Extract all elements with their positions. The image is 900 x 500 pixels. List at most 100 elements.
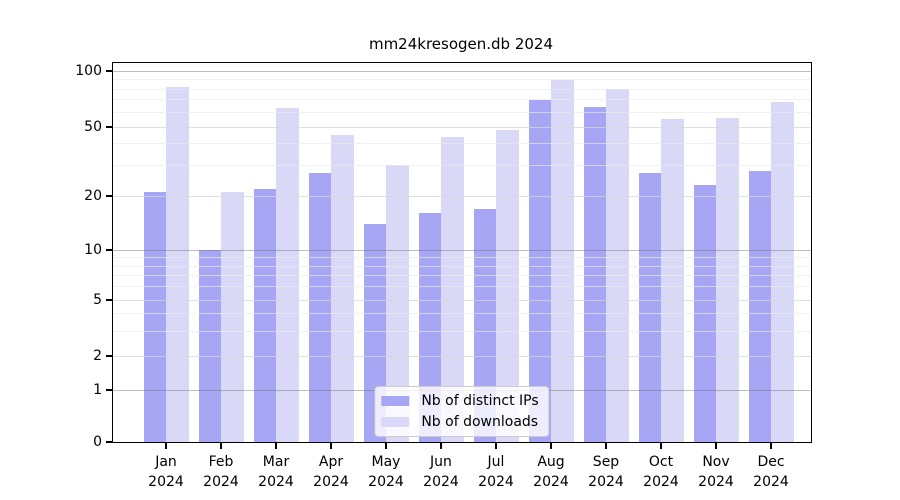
y-tick-50 xyxy=(106,126,113,128)
y-tick-label-10: 10 xyxy=(84,241,102,258)
x-tick-label-oct: Oct 2024 xyxy=(643,452,679,492)
month-label: Apr xyxy=(318,454,344,470)
year-label: 2024 xyxy=(313,474,349,490)
y-tick-label-5: 5 xyxy=(93,291,102,308)
x-tick-label-may: May 2024 xyxy=(368,452,404,492)
year-label: 2024 xyxy=(203,474,239,490)
legend-item-downloads: Nb of downloads xyxy=(381,414,538,430)
bar-downloads-sep xyxy=(606,89,629,442)
bar-distinct-ips-mar xyxy=(253,188,276,442)
year-label: 2024 xyxy=(753,474,789,490)
x-tick-label-apr: Apr 2024 xyxy=(313,452,349,492)
y-tick-5 xyxy=(106,299,113,301)
x-tick-label-aug: Aug 2024 xyxy=(533,452,569,492)
plot-area: 0 1 2 5 10 20 50 100 Jan 2024 Feb 2024 Mar 2024 Apr 202… xyxy=(75,62,812,490)
x-tick-jun xyxy=(440,442,442,449)
x-tick-mar xyxy=(275,442,277,449)
legend-label: Nb of downloads xyxy=(421,414,539,430)
x-tick-nov xyxy=(715,442,717,449)
bar-downloads-apr xyxy=(331,134,354,442)
x-tick-may xyxy=(385,442,387,449)
month-label: Sep xyxy=(592,454,620,470)
gridline-70 xyxy=(113,99,811,101)
month-label: Mar xyxy=(262,454,290,470)
y-tick-label-0: 0 xyxy=(93,434,102,450)
x-tick-label-jan: Jan 2024 xyxy=(148,452,184,492)
bar-distinct-ips-jun xyxy=(418,213,441,442)
month-label: Jul xyxy=(487,454,505,470)
y-tick-label-20: 20 xyxy=(84,187,102,204)
x-tick-label-jul: Jul 2024 xyxy=(478,452,514,492)
x-tick-label-sep: Sep 2024 xyxy=(588,452,624,492)
bar-distinct-ips-apr xyxy=(308,173,331,442)
bar-distinct-ips-sep xyxy=(583,107,606,442)
x-tick-feb xyxy=(220,442,222,449)
year-label: 2024 xyxy=(148,474,184,490)
y-tick-label-100: 100 xyxy=(75,62,102,79)
bar-distinct-ips-nov xyxy=(693,185,716,442)
month-label: Feb xyxy=(208,454,234,470)
x-tick-label-jun: Jun 2024 xyxy=(423,452,459,492)
bar-distinct-ips-dec xyxy=(748,170,771,442)
year-label: 2024 xyxy=(368,474,404,490)
chart-title: mm24kresogen.db 2024 xyxy=(368,35,554,53)
gridline-80 xyxy=(113,88,811,90)
x-tick-label-nov: Nov 2024 xyxy=(698,452,734,492)
bar-downloads-jun xyxy=(441,136,464,442)
month-label: Nov xyxy=(702,454,730,470)
bar-distinct-ips-jan xyxy=(143,192,166,442)
year-label: 2024 xyxy=(478,474,514,490)
gridline-90 xyxy=(113,79,811,81)
x-tick-label-dec: Dec 2024 xyxy=(753,452,789,492)
x-tick-sep xyxy=(605,442,607,449)
y-tick-label-1: 1 xyxy=(93,382,102,398)
y-tick-100 xyxy=(106,70,113,72)
y-tick-label-2: 2 xyxy=(93,348,102,364)
y-tick-1 xyxy=(106,389,113,391)
x-tick-jan xyxy=(165,442,167,449)
y-tick-2 xyxy=(106,355,113,357)
year-label: 2024 xyxy=(423,474,459,490)
bar-downloads-aug xyxy=(551,79,574,442)
legend-item-distinct-ips: Nb of distinct IPs xyxy=(381,393,539,409)
legend-label: Nb of distinct IPs xyxy=(421,393,539,409)
x-tick-label-feb: Feb 2024 xyxy=(203,452,239,492)
bar-distinct-ips-oct xyxy=(638,173,661,442)
y-tick-0 xyxy=(106,441,113,443)
x-tick-oct xyxy=(660,442,662,449)
y-tick-10 xyxy=(106,249,113,251)
gridline-100 xyxy=(113,70,811,72)
bar-downloads-mar xyxy=(276,108,299,442)
month-label: Oct xyxy=(648,454,674,470)
legend-swatch-icon xyxy=(381,417,410,427)
y-tick-20 xyxy=(106,195,113,197)
x-tick-apr xyxy=(330,442,332,449)
year-label: 2024 xyxy=(643,474,679,490)
bar-distinct-ips-jul xyxy=(473,208,496,442)
month-label: Jun xyxy=(430,454,452,470)
month-label: Dec xyxy=(757,454,785,470)
bar-downloads-dec xyxy=(771,102,794,442)
month-label: May xyxy=(371,454,401,470)
bar-downloads-jul xyxy=(496,130,519,442)
bar-distinct-ips-feb xyxy=(198,250,221,442)
bar-downloads-nov xyxy=(716,117,739,442)
y-tick-label-50: 50 xyxy=(84,119,102,135)
year-label: 2024 xyxy=(698,474,734,490)
bar-downloads-jan xyxy=(166,87,189,442)
gridline-60 xyxy=(113,111,811,113)
bar-downloads-feb xyxy=(221,192,244,442)
x-tick-jul xyxy=(495,442,497,449)
bar-downloads-may xyxy=(386,165,409,442)
x-tick-dec xyxy=(770,442,772,449)
month-label: Aug xyxy=(537,454,565,470)
legend-swatch-icon xyxy=(381,396,410,406)
x-tick-label-mar: Mar 2024 xyxy=(258,452,294,492)
legend: Nb of distinct IPs Nb of downloads xyxy=(374,386,550,437)
year-label: 2024 xyxy=(258,474,294,490)
year-label: 2024 xyxy=(588,474,624,490)
x-tick-aug xyxy=(550,442,552,449)
month-label: Jan xyxy=(155,454,177,470)
gridline-50 xyxy=(113,126,811,128)
